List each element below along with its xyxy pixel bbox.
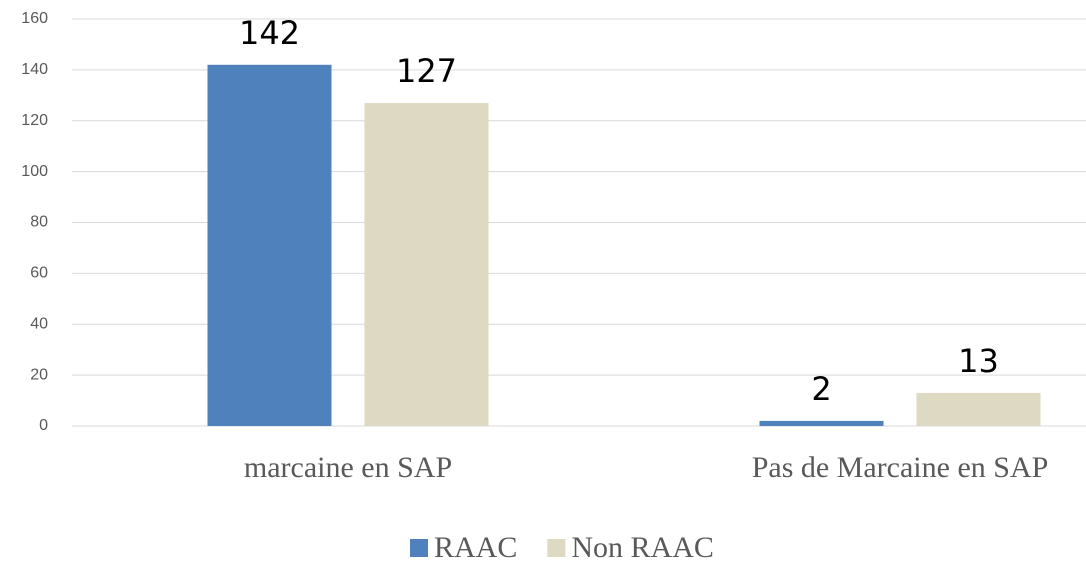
bar	[207, 64, 332, 426]
y-tick-label: 0	[39, 417, 48, 434]
y-tick-label: 40	[30, 315, 48, 332]
legend-label: Non RAAC	[571, 531, 714, 562]
y-tick-label: 120	[21, 112, 48, 129]
data-label: 127	[396, 52, 457, 90]
y-tick-label: 140	[21, 61, 48, 78]
data-label: 13	[958, 342, 999, 380]
legend-swatch	[547, 539, 566, 557]
y-tick-label: 160	[21, 10, 48, 27]
data-label: 2	[811, 370, 831, 408]
x-tick-label: marcaine en SAP	[244, 451, 452, 484]
y-tick-label: 20	[30, 366, 48, 383]
bar	[759, 420, 884, 426]
legend-label: RAAC	[434, 531, 517, 562]
data-label: 142	[239, 14, 300, 52]
bar	[364, 102, 489, 426]
y-tick-label: 100	[21, 163, 48, 180]
y-tick-label: 80	[30, 214, 48, 231]
legend-swatch	[410, 539, 428, 557]
bar	[916, 392, 1041, 426]
y-tick-label: 60	[30, 265, 48, 282]
x-tick-label: Pas de Marcaine en SAP	[752, 451, 1049, 484]
